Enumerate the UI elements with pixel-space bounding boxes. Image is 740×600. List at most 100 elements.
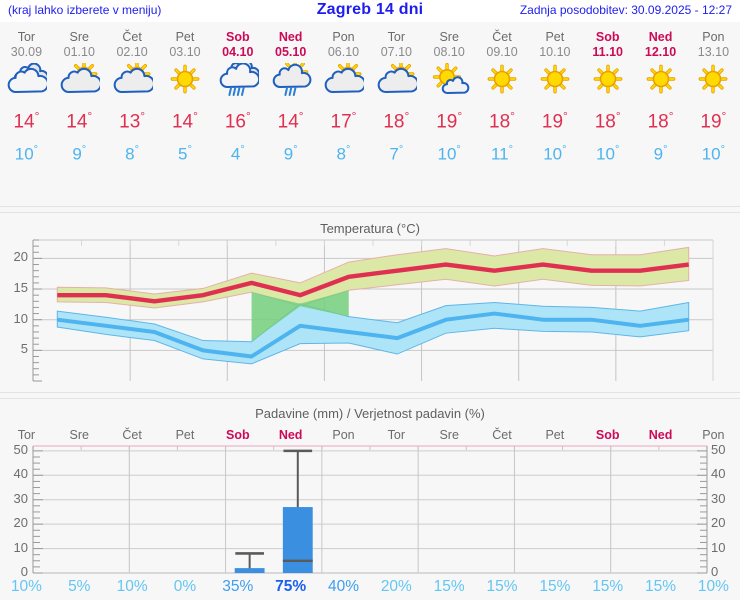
precip-probability: 15% bbox=[592, 578, 624, 595]
precip-y-tick-left: 50 bbox=[13, 441, 28, 457]
precip-y-tick-right: 30 bbox=[711, 490, 726, 506]
precip-y-tick-left: 40 bbox=[13, 466, 28, 482]
day-date: 09.10 bbox=[486, 45, 518, 59]
precip-day-name: Sob bbox=[595, 428, 620, 442]
day-min-temp: 8° bbox=[125, 144, 140, 164]
day-date: 07.10 bbox=[380, 45, 412, 59]
precip-day-name: Sre bbox=[439, 428, 459, 442]
day-max-temp: 18° bbox=[383, 109, 410, 133]
day-tmax-row: 14° 14° 13° 14° 16° 14° 17° 18° 19° 18° 19° 18° 18° 1… bbox=[0, 101, 740, 137]
partly-sunny-rain-icon bbox=[264, 59, 317, 101]
day-max-temp: 14° bbox=[66, 109, 93, 133]
precip-day-name-row: Tor Sre Čet Pet Sob Ned Pon Tor Sre Čet Pet Sob Ned P… bbox=[0, 428, 740, 442]
day-name: Sre bbox=[439, 30, 459, 44]
precip-probability: 75% bbox=[275, 578, 307, 595]
day-date: 04.10 bbox=[222, 45, 254, 59]
daily-forecast-strip: Tor Sre Čet Pet Sob Ned Pon Tor Sre Čet Pet Sob Ned P… bbox=[0, 24, 740, 204]
day-min-temp: 10° bbox=[596, 144, 620, 164]
day-name: Ned bbox=[278, 30, 303, 44]
precip-probability: 10% bbox=[116, 578, 148, 595]
day-min-temp: 5° bbox=[178, 144, 192, 164]
precip-day-name: Čet bbox=[492, 428, 512, 442]
day-name: Sob bbox=[225, 30, 250, 44]
temp-y-tick: 5 bbox=[20, 341, 28, 357]
precip-day-name: Ned bbox=[278, 428, 303, 442]
day-max-temp: 19° bbox=[436, 109, 463, 133]
precip-probability: 15% bbox=[539, 578, 571, 595]
day-tmin-row: 10° 9° 8° 5° 4° 9° 8° 7° 10° 11° 10° 10° 9° 10° bbox=[0, 137, 740, 168]
sunny-icon bbox=[528, 59, 581, 101]
day-name-row: Tor Sre Čet Pet Sob Ned Pon Tor Sre Čet Pet Sob Ned P… bbox=[0, 24, 740, 45]
cloudy-rain-icon bbox=[211, 59, 264, 101]
location-hint: (kraj lahko izberete v meniju) bbox=[8, 3, 162, 17]
precip-probability: 20% bbox=[380, 578, 412, 595]
temp-y-tick: 10 bbox=[13, 310, 28, 326]
day-min-temp: 10° bbox=[543, 144, 567, 164]
page-title: Zagreb 14 dni bbox=[316, 1, 424, 18]
day-max-temp: 19° bbox=[700, 109, 727, 133]
watermark-label: vreme.us bbox=[560, 239, 612, 253]
day-min-temp: 9° bbox=[283, 144, 298, 164]
precip-y-tick-right: 0 bbox=[711, 564, 719, 579]
day-date: 03.10 bbox=[169, 45, 201, 59]
day-min-temp: 4° bbox=[230, 144, 245, 164]
divider-mid-2 bbox=[0, 398, 740, 399]
day-min-temp: 7° bbox=[389, 144, 404, 164]
day-date: 02.10 bbox=[116, 45, 148, 59]
partly-sunny-icon bbox=[317, 59, 370, 101]
day-max-temp: 14° bbox=[277, 109, 304, 133]
partly-sunny-icon bbox=[370, 59, 423, 101]
precip-probability: 10% bbox=[697, 578, 729, 595]
day-date: 08.10 bbox=[433, 45, 465, 59]
day-date: 12.10 bbox=[644, 45, 677, 59]
precip-day-name: Pet bbox=[545, 428, 565, 442]
precip-y-tick-left: 0 bbox=[20, 564, 28, 579]
precip-probability: 35% bbox=[222, 578, 254, 595]
precip-y-tick-right: 40 bbox=[711, 466, 726, 482]
day-name: Tor bbox=[17, 30, 36, 44]
partly-sunny-icon bbox=[53, 59, 106, 101]
day-date: 11.10 bbox=[592, 45, 623, 59]
day-name: Sre bbox=[69, 30, 89, 44]
precip-day-name: Tor bbox=[17, 428, 36, 442]
precip-day-name: Ned bbox=[648, 428, 673, 442]
sunny-icon bbox=[476, 59, 529, 101]
day-max-temp: 14° bbox=[171, 109, 198, 133]
precip-probability: 10% bbox=[10, 578, 42, 595]
precip-day-name: Pon bbox=[332, 428, 355, 442]
precip-y-tick-left: 20 bbox=[13, 515, 28, 531]
temperature-chart-title: Temperatura (°C) bbox=[320, 221, 420, 236]
precip-day-name: Pet bbox=[175, 428, 195, 442]
day-max-temp: 18° bbox=[489, 109, 515, 133]
day-date-row: 30.09 01.10 02.10 03.10 04.10 05.10 06.10 07.10… bbox=[0, 45, 740, 59]
day-min-temp: 10° bbox=[701, 144, 726, 164]
day-name: Ned bbox=[648, 30, 673, 44]
day-min-temp: 8° bbox=[336, 144, 351, 164]
precipitation-chart-title: Padavine (mm) / Verjetnost padavin (%) bbox=[255, 406, 485, 421]
precip-y-tick-right: 20 bbox=[711, 515, 726, 531]
cloudy-icon bbox=[0, 59, 53, 101]
temp-y-tick: 20 bbox=[13, 249, 28, 265]
day-min-temp: 11° bbox=[490, 144, 514, 164]
sunny-icon bbox=[687, 59, 740, 101]
precip-day-name: Sre bbox=[69, 428, 89, 442]
precip-probability: 15% bbox=[645, 578, 677, 595]
day-min-temp: 10° bbox=[437, 144, 461, 164]
day-date: 05.10 bbox=[275, 45, 307, 59]
day-date: 06.10 bbox=[327, 45, 360, 59]
day-max-temp: 16° bbox=[224, 109, 251, 133]
divider-top-2 bbox=[0, 212, 740, 213]
precip-y-tick-right: 10 bbox=[711, 539, 726, 555]
day-name: Tor bbox=[387, 30, 406, 44]
precip-probability: 15% bbox=[433, 578, 465, 595]
precip-probability: 0% bbox=[173, 578, 197, 595]
precip-day-name: Sob bbox=[225, 428, 250, 442]
day-icon-row bbox=[0, 59, 740, 101]
precip-probability: 15% bbox=[486, 578, 518, 595]
day-date: 10.10 bbox=[539, 45, 571, 59]
divider-top bbox=[0, 206, 740, 207]
sunny-icon bbox=[634, 59, 687, 101]
day-date: 01.10 bbox=[63, 45, 95, 59]
precip-probability: 40% bbox=[327, 578, 359, 595]
